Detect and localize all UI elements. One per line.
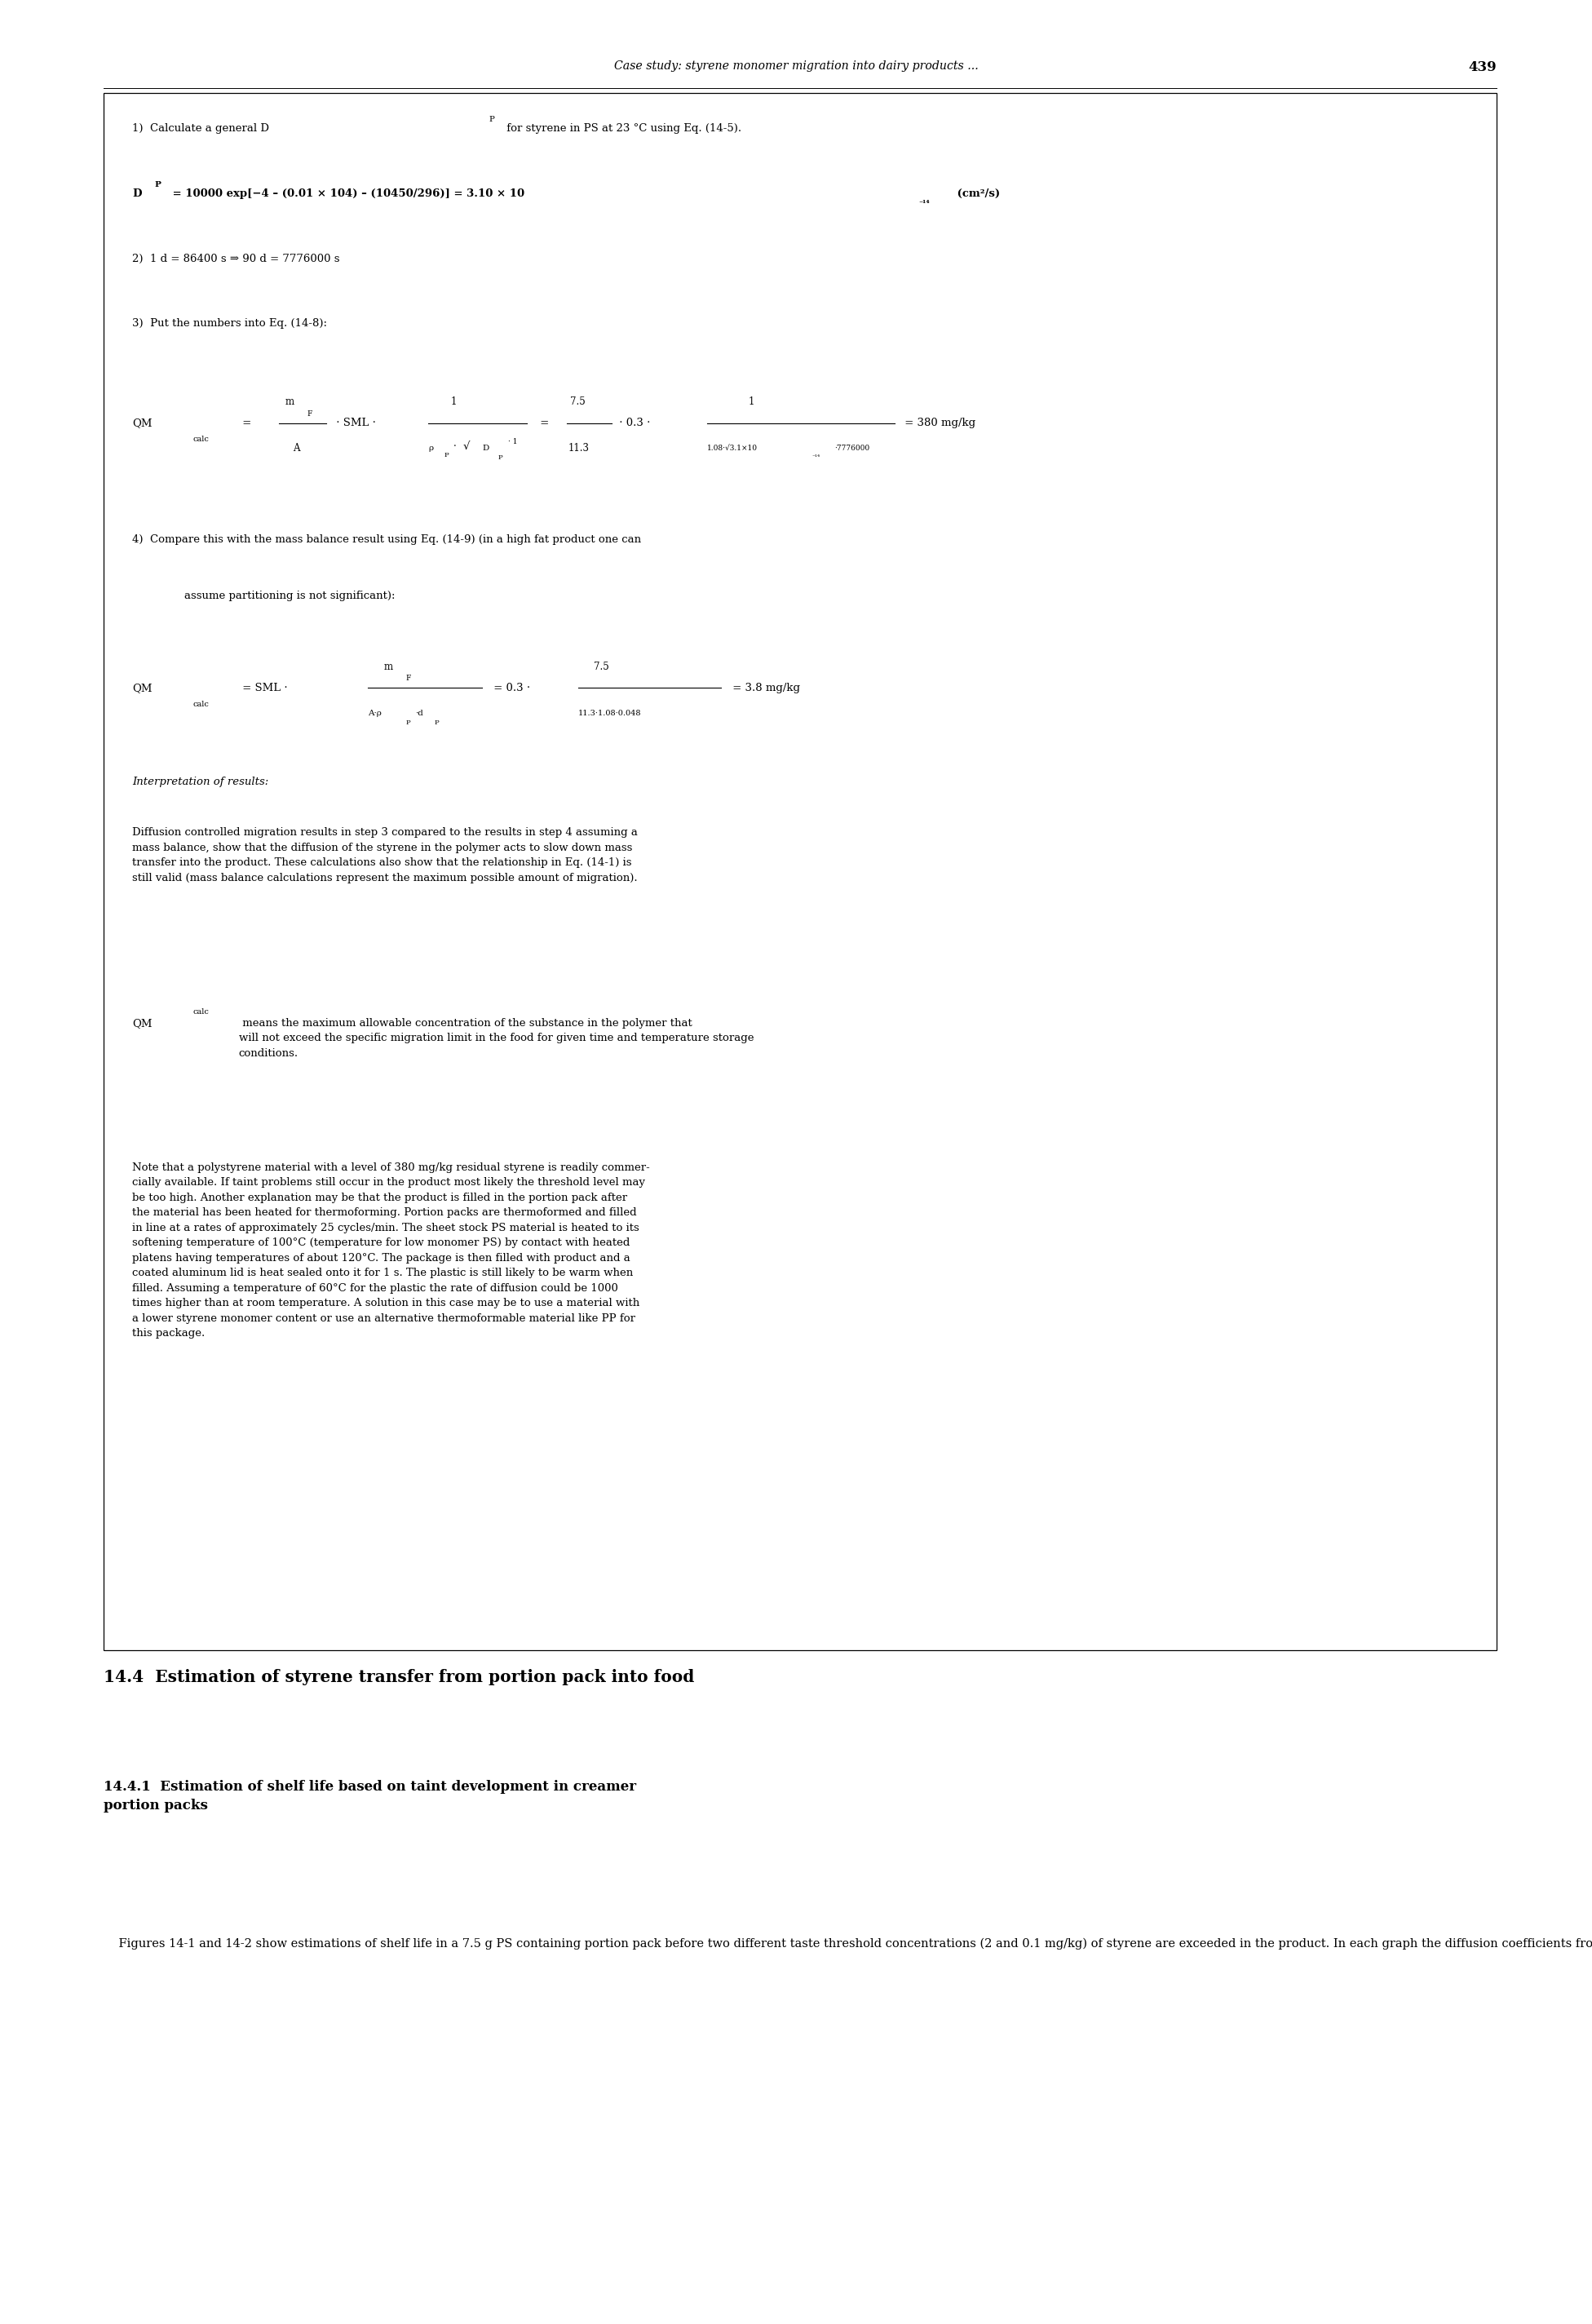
Text: D: D [132, 188, 142, 200]
Text: 11.3·1.08·0.048: 11.3·1.08·0.048 [578, 709, 642, 718]
Text: 11.3: 11.3 [568, 444, 589, 453]
Text: 1)  Calculate a general D: 1) Calculate a general D [132, 123, 269, 135]
Text: Figures 14-1 and 14-2 show estimations of shelf life in a 7.5 g PS containing po: Figures 14-1 and 14-2 show estimations o… [103, 1938, 1592, 1950]
Text: F: F [406, 674, 411, 683]
Text: Case study: styrene monomer migration into dairy products ...: Case study: styrene monomer migration in… [615, 60, 977, 72]
Text: m: m [285, 397, 295, 407]
Text: (cm²/s): (cm²/s) [954, 188, 1000, 200]
Text: ·d: ·d [416, 709, 423, 718]
Text: F: F [307, 409, 312, 418]
Text: ·: · [454, 442, 457, 451]
Text: 1: 1 [451, 397, 457, 407]
Text: 2)  1 d = 86400 s ⇒ 90 d = 7776000 s: 2) 1 d = 86400 s ⇒ 90 d = 7776000 s [132, 253, 339, 265]
Text: ⁻¹⁴: ⁻¹⁴ [919, 200, 930, 207]
Text: 1: 1 [748, 397, 755, 407]
Text: P: P [444, 453, 449, 458]
Text: =: = [537, 418, 549, 428]
Text: 3)  Put the numbers into Eq. (14-8):: 3) Put the numbers into Eq. (14-8): [132, 318, 326, 330]
Text: calc: calc [193, 700, 209, 709]
Text: 14.4.1  Estimation of shelf life based on taint development in creamer
portion p: 14.4.1 Estimation of shelf life based on… [103, 1780, 637, 1813]
Text: Interpretation of results:: Interpretation of results: [132, 776, 269, 788]
Text: 4)  Compare this with the mass balance result using Eq. (14-9) (in a high fat pr: 4) Compare this with the mass balance re… [132, 535, 642, 546]
Text: QM: QM [132, 418, 153, 428]
Text: Diffusion controlled migration results in step 3 compared to the results in step: Diffusion controlled migration results i… [132, 827, 638, 883]
Text: QM: QM [132, 1018, 153, 1030]
Text: = SML ·: = SML · [239, 683, 288, 693]
Text: =: = [239, 418, 252, 428]
Text: · SML ·: · SML · [333, 418, 376, 428]
Text: · 0.3 ·: · 0.3 · [616, 418, 651, 428]
Text: ⁻¹⁴: ⁻¹⁴ [812, 456, 820, 460]
Text: √: √ [463, 442, 470, 451]
Text: calc: calc [193, 1009, 209, 1016]
Text: = 380 mg/kg: = 380 mg/kg [901, 418, 976, 428]
Text: = 0.3 ·: = 0.3 · [490, 683, 530, 693]
Text: Note that a polystyrene material with a level of 380 mg/kg residual styrene is r: Note that a polystyrene material with a … [132, 1162, 650, 1339]
Text: assume partitioning is not significant):: assume partitioning is not significant): [185, 590, 395, 602]
Text: 1.08·√3.1×10: 1.08·√3.1×10 [707, 444, 758, 453]
Text: m: m [384, 662, 393, 672]
Text: P: P [406, 720, 411, 725]
Text: for styrene in PS at 23 °C using Eq. (14-5).: for styrene in PS at 23 °C using Eq. (14… [503, 123, 742, 135]
FancyBboxPatch shape [103, 93, 1496, 1650]
Text: P: P [435, 720, 439, 725]
Text: means the maximum allowable concentration of the substance in the polymer that
w: means the maximum allowable concentratio… [239, 1018, 755, 1060]
Text: = 3.8 mg/kg: = 3.8 mg/kg [729, 683, 801, 693]
Text: 14.4  Estimation of styrene transfer from portion pack into food: 14.4 Estimation of styrene transfer from… [103, 1669, 694, 1685]
Text: P: P [154, 181, 161, 188]
Text: ·7776000: ·7776000 [834, 444, 869, 453]
Text: 439: 439 [1468, 60, 1496, 74]
Text: P: P [498, 456, 503, 460]
Text: A·ρ: A·ρ [368, 709, 382, 718]
Text: · 1: · 1 [508, 437, 517, 446]
Text: calc: calc [193, 435, 209, 444]
Text: A: A [293, 444, 299, 453]
Text: P: P [489, 116, 495, 123]
Text: 7.5: 7.5 [570, 397, 586, 407]
Text: QM: QM [132, 683, 153, 693]
Text: 7.5: 7.5 [594, 662, 610, 672]
Text: ρ: ρ [428, 444, 433, 453]
Text: D: D [482, 444, 489, 453]
Text: = 10000 exp[−4 – (0.01 × 104) – (10450/296)] = 3.10 × 10: = 10000 exp[−4 – (0.01 × 104) – (10450/2… [169, 188, 524, 200]
